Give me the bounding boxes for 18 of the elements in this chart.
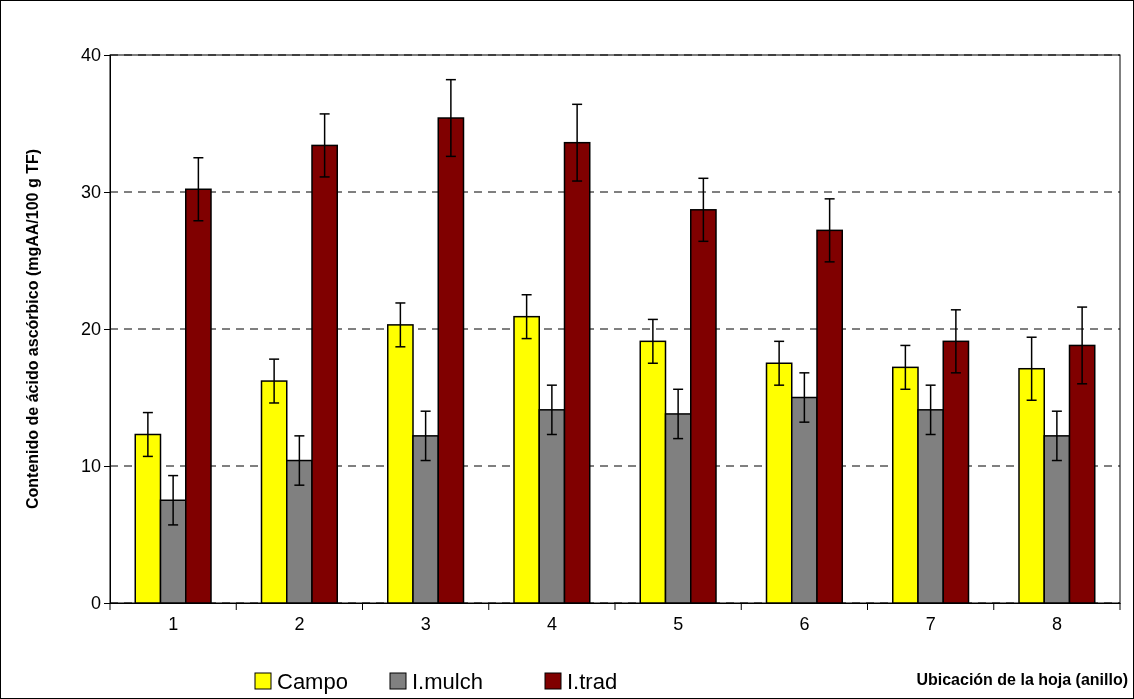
x-tick-label: 1 [168, 613, 179, 634]
y-tick-label: 40 [80, 45, 101, 66]
x-tick-label: 2 [294, 613, 305, 634]
y-tick-label: 30 [80, 182, 101, 203]
legend-label: I.trad [567, 669, 618, 694]
x-tick-label: 4 [546, 613, 557, 634]
y-axis-title: Contenido de ácido ascórbico (mgAA/100 g TF) [24, 148, 41, 510]
y-tick-label: 20 [80, 319, 101, 340]
x-tick-label: 8 [1051, 613, 1062, 634]
x-tick-label: 5 [673, 613, 684, 634]
y-tick-label: 10 [80, 456, 101, 477]
x-tick-label: 3 [420, 613, 431, 634]
x-tick-label: 6 [799, 613, 810, 634]
x-tick-label: 7 [925, 613, 936, 634]
legend-label: Campo [277, 669, 348, 694]
legend-label: I.mulch [412, 669, 483, 694]
y-tick-label: 0 [90, 593, 101, 614]
x-axis-title: Ubicación de la hoja (anillo) [916, 671, 1128, 688]
